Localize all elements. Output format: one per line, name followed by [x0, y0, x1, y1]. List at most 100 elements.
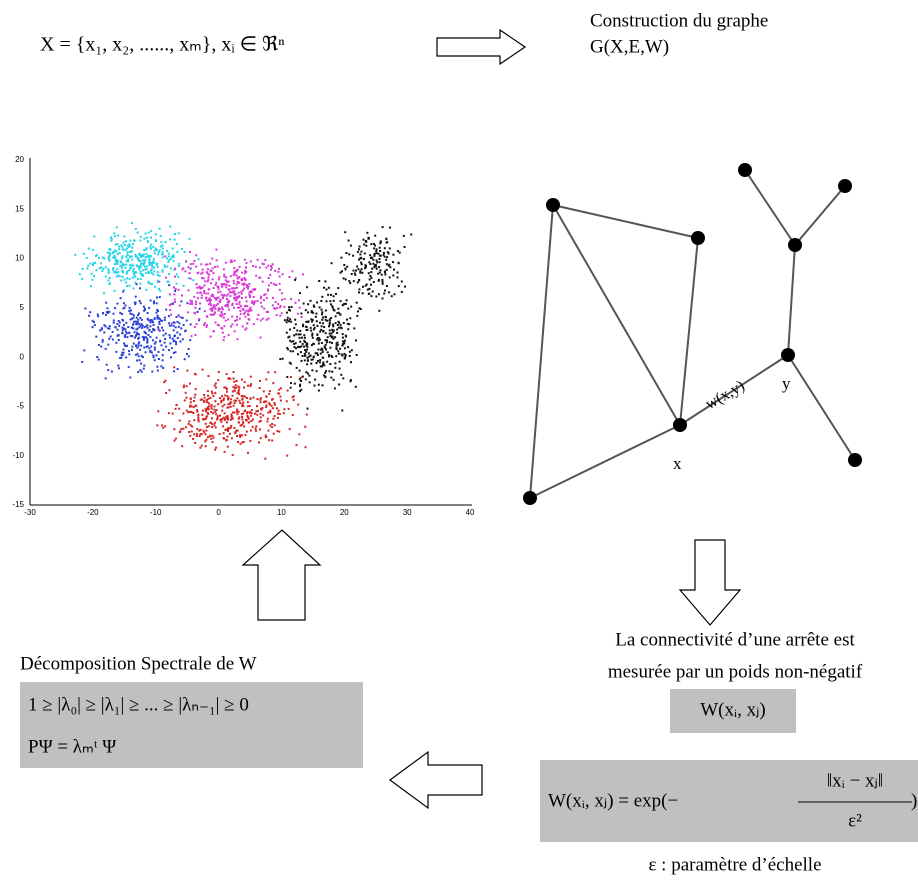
scatter-point — [410, 233, 413, 236]
scatter-point — [121, 262, 124, 265]
scatter-point — [258, 266, 261, 269]
scatter-point — [222, 268, 225, 271]
scatter-point — [196, 310, 199, 313]
scatter-point — [293, 346, 296, 349]
scatter-point — [346, 322, 349, 325]
scatter-point — [230, 260, 233, 263]
scatter-point — [210, 405, 213, 408]
scatter-point — [126, 344, 128, 347]
scatter-point — [328, 355, 330, 358]
scatter-point — [295, 347, 297, 350]
scatter-point — [117, 339, 120, 341]
scatter-point — [142, 367, 145, 370]
scatter-point — [205, 271, 208, 274]
scatter-point — [164, 379, 167, 382]
scatter-point — [238, 386, 241, 389]
scatter-point — [265, 310, 268, 313]
scatter-point — [224, 417, 227, 420]
scatter-point — [358, 248, 360, 251]
scatter-point — [192, 412, 195, 414]
scatter-point — [262, 414, 265, 417]
scatter-point — [301, 342, 304, 345]
scatter-point — [331, 305, 334, 308]
scatter-point — [246, 286, 249, 289]
scatter-point — [132, 314, 135, 317]
scatter-point — [254, 288, 257, 291]
scatter-point — [233, 273, 236, 276]
scatter-point — [97, 344, 100, 346]
scatter-point — [321, 318, 324, 321]
scatter-point — [248, 309, 251, 312]
scatter-point — [196, 272, 199, 275]
scatter-point — [172, 340, 175, 343]
scatter-point — [282, 412, 285, 415]
scatter-point — [214, 400, 217, 403]
node — [781, 348, 795, 362]
scatter-point — [375, 295, 378, 298]
scatter-point — [383, 247, 386, 250]
scatter-point — [392, 253, 395, 256]
scatter-point — [226, 390, 228, 393]
scatter-point — [159, 318, 161, 321]
scatter-point — [217, 403, 220, 406]
scatter-point — [371, 257, 374, 260]
scatter-point — [114, 258, 117, 261]
scatter-point — [204, 408, 207, 411]
scatter-point — [211, 267, 214, 270]
scatter-point — [237, 385, 240, 388]
scatter-point — [109, 335, 112, 338]
scatter-point — [211, 426, 214, 429]
scatter-point — [271, 439, 274, 442]
scatter-point — [240, 292, 243, 295]
scatter-point — [138, 265, 141, 268]
scatter-point — [330, 262, 333, 265]
scatter-point — [194, 441, 197, 444]
scatter-point — [298, 306, 301, 309]
scatter-point — [396, 271, 399, 274]
scatter-point — [198, 286, 201, 289]
scatter-point — [249, 429, 252, 432]
scatter-point — [358, 279, 361, 281]
scatter-point — [235, 399, 238, 402]
scatter-point — [383, 255, 386, 258]
scatter-point — [143, 261, 146, 264]
scatter-point — [271, 398, 273, 401]
scatter-point — [342, 303, 345, 306]
scatter-point — [156, 280, 159, 283]
scatter-point — [132, 287, 135, 290]
scatter-point — [393, 268, 395, 271]
scatter-point — [330, 354, 333, 357]
scatter-point — [259, 297, 262, 300]
scatter-point — [381, 278, 384, 281]
scatter-point — [155, 239, 158, 242]
right-arrow — [436, 28, 527, 66]
scatter-point — [301, 375, 304, 378]
scatter-point — [121, 313, 123, 316]
scatter-point — [363, 252, 366, 255]
scatter-point — [268, 403, 271, 406]
scatter-point — [267, 411, 270, 414]
scatter-point — [292, 350, 295, 353]
scatter-point — [210, 295, 213, 297]
scatter-point — [207, 303, 210, 306]
scatter-point — [187, 422, 190, 425]
scatter-point — [242, 308, 245, 311]
scatter-point — [156, 369, 159, 372]
scatter-point — [124, 334, 127, 337]
scatter-point — [236, 413, 239, 416]
scatter-point — [153, 359, 156, 362]
scatter-point — [148, 307, 151, 309]
scatter-point — [163, 319, 166, 322]
scatter-point — [277, 270, 280, 273]
scatter-point — [259, 398, 262, 401]
scatter-point — [251, 300, 254, 303]
scatter-point — [243, 305, 246, 308]
scatter-point — [235, 283, 238, 286]
scatter-point — [204, 280, 207, 283]
scatter-point — [359, 257, 362, 260]
scatter-point — [362, 238, 365, 241]
scatter-point — [234, 299, 237, 302]
scatter-point — [186, 369, 189, 372]
scatter-point — [355, 269, 357, 272]
scatter-point — [114, 326, 117, 329]
